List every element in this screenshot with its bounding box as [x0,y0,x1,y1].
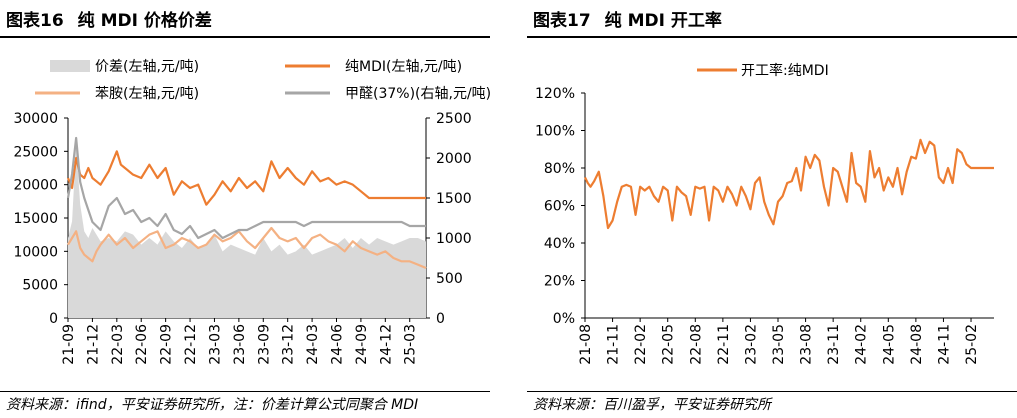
legend-label: 纯MDI(左轴,元/吨) [345,59,462,75]
left-y-tick-label: 10000 [13,244,58,260]
legend-swatch [50,60,90,72]
x-tick-label: 24-02 [854,324,870,365]
legend-label: 甲醛(37%)(右轴,元/吨) [345,86,490,102]
series-line-formaldehyde [66,136,426,240]
left-y-tick-label: 30000 [13,111,58,127]
x-tick-label: 25-02 [964,324,980,365]
figure-17-title-text: 纯 MDI 开工率 [604,11,722,31]
x-tick-label: 23-03 [207,324,223,365]
x-tick-label: 21-12 [85,324,101,365]
x-tick-label: 24-03 [305,324,321,365]
left-y-tick-label: 25000 [13,144,58,160]
x-tick-label: 23-12 [281,324,297,365]
y-tick-label: 40% [544,236,575,252]
x-tick-label: 22-11 [716,324,732,365]
figure-16-chart: 价差(左轴,元/吨) 纯MDI(左轴,元/吨) 苯胺(左轴,元/吨) 甲醛(37%)(… [13,59,490,365]
x-tick-label: 22-02 [633,324,649,365]
x-tick-label: 22-08 [688,324,704,365]
x-tick-label: 23-08 [799,324,815,365]
figure-16-number: 图表16 [6,11,64,31]
right-y-tick-label: 1000 [436,231,472,247]
figure-17-source: 资料来源：百川盈孚，平安证券研究所 [533,397,771,413]
series-line-pure-mdi [66,150,426,206]
right-y-tick-label: 500 [436,271,463,287]
x-tick-label: 25-03 [403,324,419,365]
y-tick-label: 100% [535,124,575,140]
x-tick-label: 24-06 [330,324,346,365]
figure-17-number: 图表17 [533,11,591,31]
x-tick-label: 21-11 [606,324,622,365]
x-tick-label: 24-08 [909,324,925,365]
left-y-tick-label: 0 [49,311,58,327]
x-tick-label: 24-09 [354,324,370,365]
figure-16-top-rule [0,36,490,38]
legend-label: 苯胺(左轴,元/吨) [95,85,199,102]
figure-16-title: 图表16 纯 MDI 价格价差 [6,6,212,31]
x-tick-label: 24-12 [378,324,394,365]
x-tick-label: 21-09 [61,324,77,365]
x-tick-label: 22-05 [661,324,677,365]
x-tick-label: 24-05 [881,324,897,365]
figure-16-title-text: 纯 MDI 价格价差 [77,11,212,31]
y-tick-label: 80% [544,161,575,177]
x-tick-label: 23-11 [826,324,842,365]
right-y-tick-label: 2500 [436,111,472,127]
x-tick-label: 22-06 [134,324,150,365]
y-tick-label: 60% [544,199,575,215]
figure-17-top-rule [527,36,1017,38]
series-line-operating-rate [584,138,994,230]
figure-17-title: 图表17 纯 MDI 开工率 [533,6,722,31]
x-tick-label: 23-09 [256,324,272,365]
x-tick-label: 23-05 [771,324,787,365]
right-y-tick-label: 2000 [436,151,472,167]
right-y-tick-label: 1500 [436,191,472,207]
left-y-tick-label: 20000 [13,178,58,194]
series-line-aniline [67,226,427,270]
figure-17-chart: 开工率:纯MDI 0% 20% 40% 60% 80% 100% 120% 21-08 21-11… [535,62,994,365]
right-y-tick-label: 0 [436,311,445,327]
legend-label: 价差(左轴,元/吨) [95,59,199,75]
y-tick-label: 20% [544,274,575,290]
figure-17-bottom-rule [527,391,1017,392]
x-tick-label: 22-09 [159,324,175,365]
y-tick-label: 120% [535,86,575,102]
series-area-spread [68,144,426,318]
x-tick-label: 22-12 [183,324,199,365]
x-tick-label: 24-11 [936,324,952,365]
x-tick-label: 23-02 [743,324,759,365]
left-y-tick-label: 5000 [22,278,58,294]
y-tick-label: 0% [553,311,575,327]
legend-label: 开工率:纯MDI [741,62,829,79]
figure-16-panel: 图表16 纯 MDI 价格价差 价差(左轴,元/吨) 纯MDI(左轴,元/吨) 苯胺(… [0,0,490,418]
figure-16-bottom-rule [0,391,490,392]
left-y-tick-label: 15000 [13,211,58,227]
x-tick-label: 21-08 [578,324,594,365]
figure-17-panel: 图表17 纯 MDI 开工率 开工率:纯MDI 0% 20% 40% 60% 80% 100%… [527,0,1017,418]
x-tick-label: 23-06 [232,324,248,365]
figure-16-source: 资料来源：ifind，平安证券研究所，注：价差计算公式同聚合 MDI [6,397,419,413]
x-tick-label: 22-03 [110,324,126,365]
